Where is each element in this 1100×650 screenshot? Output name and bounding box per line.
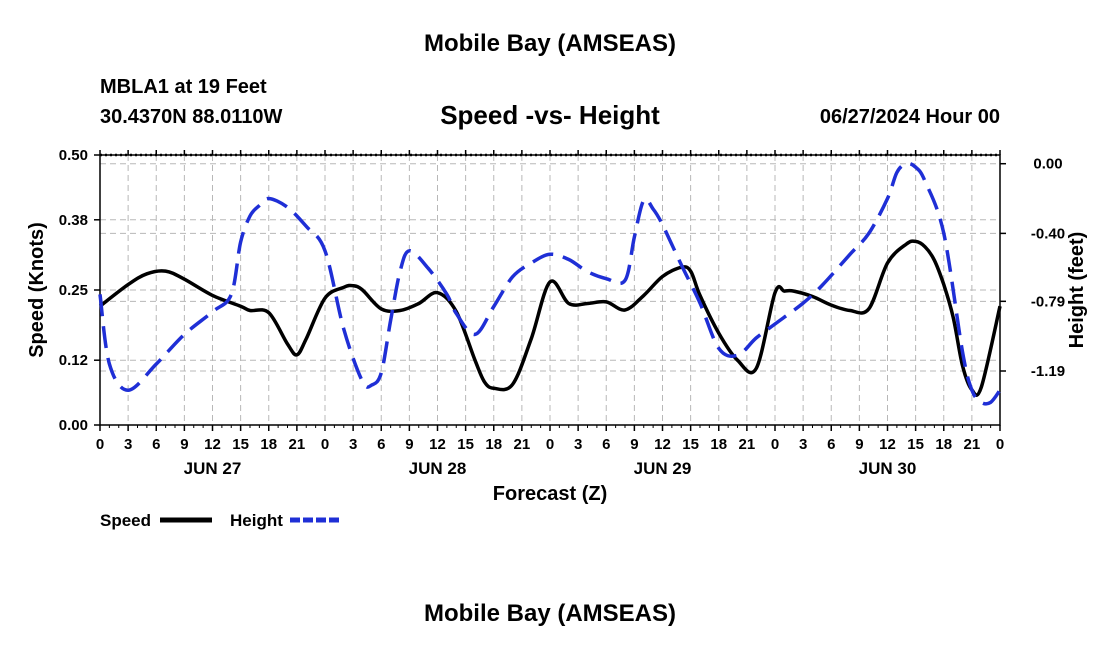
y-tick-label: 0.50 (59, 147, 88, 164)
y2-axis-label: Height (feet) (1066, 232, 1088, 349)
height-series-line (98, 161, 1002, 406)
y-tick-label: 0.12 (59, 352, 88, 369)
speed-series-line (98, 239, 1002, 397)
station-name: MBLA1 at 19 Feet (100, 76, 267, 98)
x-tick-label: 12 (204, 436, 221, 453)
x-tick-label: 6 (602, 436, 610, 453)
x-tick-label: 18 (485, 436, 502, 453)
x-tick-label: 12 (879, 436, 896, 453)
y2-tick-label: -0.40 (1031, 225, 1065, 242)
x-tick-label: 9 (630, 436, 638, 453)
x-tick-label: 3 (124, 436, 132, 453)
x-tick-label: 21 (289, 436, 306, 453)
date-label: JUN 27 (184, 459, 242, 478)
y-tick-label: 0.38 (59, 212, 88, 229)
date-label: JUN 28 (409, 459, 467, 478)
x-tick-label: 15 (232, 436, 249, 453)
chart-title: Speed -vs- Height (440, 100, 660, 130)
x-axis-label: Forecast (Z) (493, 483, 607, 505)
legend-label-height: Height (230, 511, 283, 530)
x-tick-label: 18 (260, 436, 277, 453)
x-tick-label: 0 (96, 436, 104, 453)
x-tick-label: 21 (739, 436, 756, 453)
y2-tick-label: -1.19 (1031, 363, 1065, 380)
y2-tick-label: 0.00 (1033, 156, 1062, 173)
x-tick-label: 0 (321, 436, 329, 453)
x-tick-label: 3 (799, 436, 807, 453)
x-tick-label: 0 (546, 436, 554, 453)
x-tick-label: 15 (457, 436, 474, 453)
x-tick-label: 12 (654, 436, 671, 453)
x-tick-label: 9 (855, 436, 863, 453)
date-label: JUN 29 (634, 459, 692, 478)
y-tick-label: 0.25 (59, 282, 88, 299)
x-tick-label: 6 (827, 436, 835, 453)
x-tick-label: 3 (349, 436, 357, 453)
x-tick-label: 3 (574, 436, 582, 453)
y-axis-label: Speed (Knots) (26, 222, 48, 358)
x-tick-label: 0 (771, 436, 779, 453)
x-tick-label: 0 (996, 436, 1004, 453)
date-label: JUN 30 (859, 459, 917, 478)
y-tick-label: 0.00 (59, 417, 88, 434)
x-tick-label: 15 (907, 436, 924, 453)
x-tick-label: 9 (405, 436, 413, 453)
x-tick-label: 18 (935, 436, 952, 453)
forecast-date: 06/27/2024 Hour 00 (819, 106, 1000, 128)
legend-label-speed: Speed (100, 511, 151, 530)
station-coords: 30.4370N 88.0110W (100, 106, 283, 128)
x-tick-label: 6 (152, 436, 160, 453)
y2-tick-label: -0.79 (1031, 293, 1065, 310)
x-tick-label: 9 (180, 436, 188, 453)
footer-title: Mobile Bay (AMSEAS) (423, 600, 677, 627)
x-tick-label: 18 (710, 436, 727, 453)
x-tick-label: 15 (682, 436, 699, 453)
main-title: Mobile Bay (AMSEAS) (423, 30, 677, 57)
x-tick-label: 6 (377, 436, 385, 453)
x-tick-label: 21 (514, 436, 531, 453)
x-tick-label: 21 (964, 436, 981, 453)
x-tick-label: 12 (429, 436, 446, 453)
